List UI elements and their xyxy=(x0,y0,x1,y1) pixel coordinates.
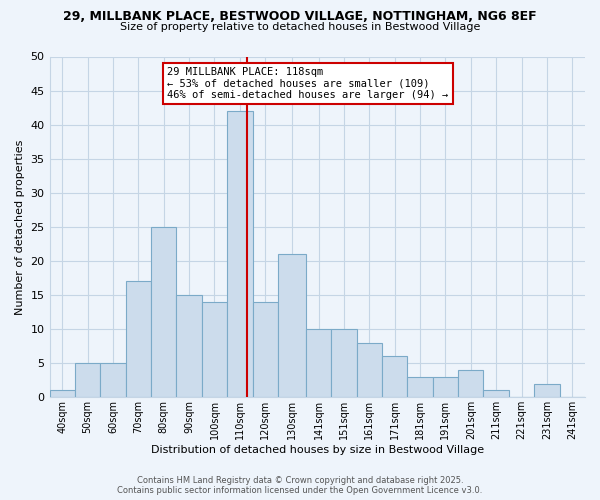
Bar xyxy=(202,302,227,398)
Bar xyxy=(50,390,75,398)
Bar xyxy=(433,377,458,398)
Text: 29, MILLBANK PLACE, BESTWOOD VILLAGE, NOTTINGHAM, NG6 8EF: 29, MILLBANK PLACE, BESTWOOD VILLAGE, NO… xyxy=(63,10,537,23)
Bar xyxy=(176,295,202,398)
Bar xyxy=(407,377,433,398)
Bar xyxy=(278,254,306,398)
Bar xyxy=(253,302,278,398)
Bar xyxy=(227,111,253,398)
Y-axis label: Number of detached properties: Number of detached properties xyxy=(15,139,25,314)
Bar xyxy=(100,363,125,398)
Bar xyxy=(75,363,100,398)
Bar xyxy=(151,227,176,398)
Bar xyxy=(382,356,407,398)
Bar xyxy=(484,390,509,398)
Bar xyxy=(125,282,151,398)
Bar xyxy=(331,329,356,398)
Text: 29 MILLBANK PLACE: 118sqm
← 53% of detached houses are smaller (109)
46% of semi: 29 MILLBANK PLACE: 118sqm ← 53% of detac… xyxy=(167,66,449,100)
Bar xyxy=(534,384,560,398)
Text: Contains HM Land Registry data © Crown copyright and database right 2025.
Contai: Contains HM Land Registry data © Crown c… xyxy=(118,476,482,495)
Text: Size of property relative to detached houses in Bestwood Village: Size of property relative to detached ho… xyxy=(120,22,480,32)
Bar xyxy=(458,370,484,398)
Bar xyxy=(356,343,382,398)
X-axis label: Distribution of detached houses by size in Bestwood Village: Distribution of detached houses by size … xyxy=(151,445,484,455)
Bar xyxy=(306,329,331,398)
